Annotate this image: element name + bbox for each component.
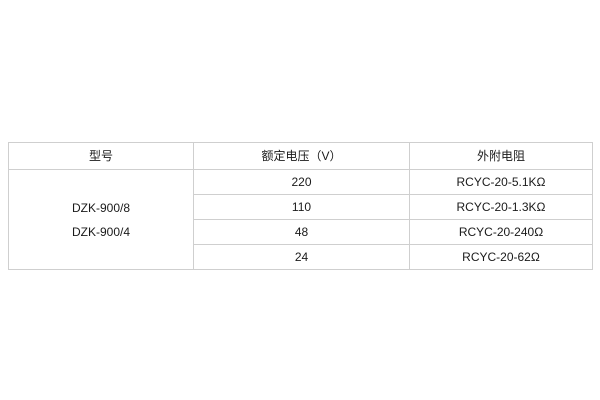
model-line-2: DZK-900/4 bbox=[71, 224, 131, 239]
specification-table: 型号 额定电压（V） 外附电阻 DZK-900/8 DZK-900/4 220 … bbox=[8, 142, 593, 270]
table-row: 110 RCYC-20-1.3KΩ bbox=[9, 194, 593, 220]
table-header-row: 型号 额定电压（V） 外附电阻 bbox=[8, 142, 593, 170]
voltage-value: 110 bbox=[193, 194, 410, 220]
column-header-voltage: 额定电压（V） bbox=[193, 142, 410, 170]
table-row: 24 RCYC-20-62Ω bbox=[9, 244, 593, 270]
resistor-value: RCYC-20-240Ω bbox=[409, 219, 593, 245]
resistor-value: RCYC-20-5.1KΩ bbox=[409, 169, 593, 195]
column-header-model: 型号 bbox=[8, 142, 194, 170]
table-row: DZK-900/8 DZK-900/4 220 RCYC-20-5.1KΩ bbox=[8, 169, 593, 270]
resistor-value: RCYC-20-1.3KΩ bbox=[409, 194, 593, 220]
voltage-value: 24 bbox=[193, 244, 410, 270]
voltage-value: 48 bbox=[193, 219, 410, 245]
resistor-value: RCYC-20-62Ω bbox=[409, 244, 593, 270]
voltage-value: 220 bbox=[193, 169, 410, 195]
column-header-resistor: 外附电阻 bbox=[409, 142, 593, 170]
model-line-1: DZK-900/8 bbox=[71, 200, 131, 215]
model-cell: DZK-900/8 DZK-900/4 bbox=[8, 169, 194, 270]
